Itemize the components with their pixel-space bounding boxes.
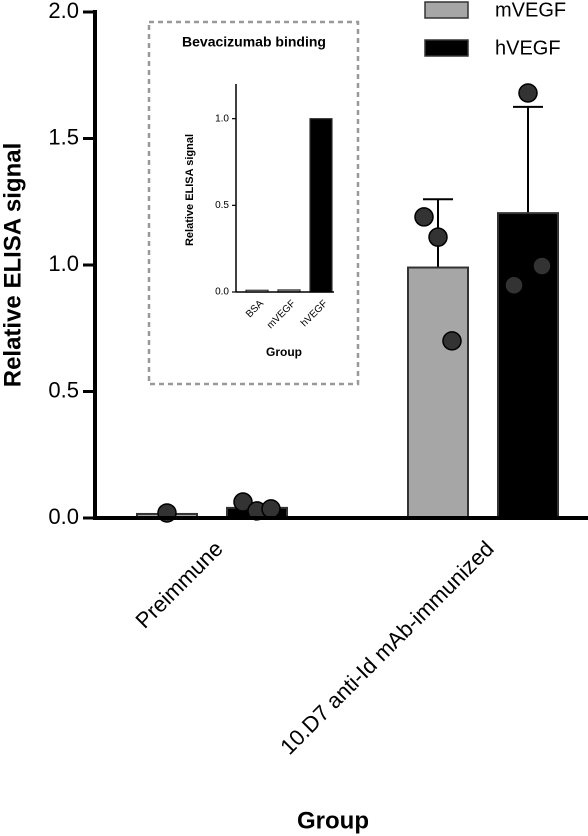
bar [407,266,469,519]
legend-swatch [424,39,469,57]
data-point [504,275,524,295]
bar [497,212,559,519]
y-tick-label: 1.0 [215,113,229,124]
x-tick-label: Preimmune [130,536,227,633]
x-axis-title: Group [297,807,369,834]
x-tick-label: hVEGF [299,298,330,329]
legend-label: hVEGF [495,37,561,59]
y-tick-label: 1.0 [48,251,79,276]
y-axis-title: Relative ELISA signal [184,134,196,246]
data-point [414,207,434,227]
data-point [233,492,253,512]
y-tick-label: 0.0 [48,504,79,529]
x-tick-label: mVEGF [265,298,298,331]
y-tick-label: 2.0 [48,0,79,23]
y-tick-label: 0.5 [48,377,79,402]
inset-title: Bevacizumab binding [182,34,326,50]
y-tick-label: 1.5 [48,124,79,149]
x-axis-title: Group [266,345,302,359]
y-tick-label: 0.5 [215,200,229,211]
legend-swatch [424,1,469,19]
inset-frame [147,20,360,386]
x-tick-label: BSA [244,298,266,320]
bar [309,118,333,293]
y-axis-title: Relative ELISA signal [0,143,26,388]
data-point [532,256,552,276]
data-point [518,83,538,103]
x-tick-label: 10.D7 anti-Id mAb-immunized [275,536,498,759]
data-point [428,227,448,247]
legend-label: mVEGF [495,0,566,21]
data-point [261,499,281,519]
y-tick-label: 0.0 [215,287,229,298]
data-point [442,331,462,351]
